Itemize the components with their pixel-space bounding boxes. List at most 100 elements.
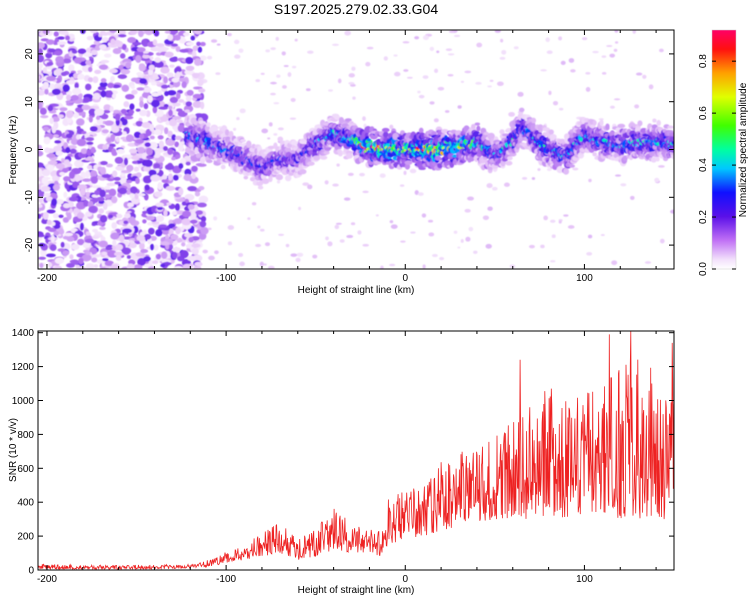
noise-cell	[143, 71, 149, 75]
noise-cell	[58, 214, 64, 218]
noise-cell	[149, 56, 154, 60]
noise-cell	[38, 169, 43, 177]
noise-cell	[59, 171, 66, 176]
noise-cell	[198, 88, 206, 93]
noise-cell	[233, 39, 240, 45]
noise-cell	[158, 106, 169, 110]
noise-cell	[191, 72, 200, 78]
noise-cell	[98, 208, 105, 214]
noise-cell	[144, 184, 150, 191]
noise-cell	[585, 87, 591, 92]
noise-cell	[171, 210, 178, 216]
noise-cell	[290, 97, 296, 102]
noise-cell	[195, 210, 203, 215]
noise-cell	[259, 228, 265, 232]
noise-cell	[104, 194, 111, 199]
noise-cell	[158, 224, 167, 228]
noise-cell	[86, 141, 94, 146]
noise-cell	[141, 92, 150, 99]
noise-cell	[60, 241, 65, 248]
noise-cell	[85, 231, 90, 236]
noise-cell	[513, 46, 519, 50]
noise-cell	[156, 109, 164, 118]
snr-series	[38, 331, 674, 570]
noise-cell	[121, 118, 128, 126]
noise-cell	[125, 179, 133, 184]
noise-cell	[164, 30, 171, 34]
noise-cell	[196, 163, 207, 167]
signal-cell	[617, 123, 626, 129]
noise-cell	[76, 73, 85, 80]
noise-cell	[192, 93, 202, 99]
noise-cell	[118, 220, 125, 225]
noise-cell	[185, 41, 195, 46]
signal-cell	[568, 164, 576, 168]
noise-cell	[548, 90, 552, 96]
noise-cell	[160, 84, 169, 89]
signal-cell	[563, 168, 570, 175]
noise-cell	[127, 202, 135, 208]
signal-cell	[650, 157, 657, 163]
noise-cell	[105, 246, 113, 251]
noise-cell	[99, 189, 106, 198]
noise-cell	[460, 239, 464, 243]
noise-cell	[546, 167, 552, 172]
noise-cell	[135, 252, 145, 257]
noise-cell	[140, 249, 149, 254]
noise-cell	[362, 116, 366, 121]
noise-cell	[644, 261, 652, 264]
noise-cell	[110, 232, 120, 240]
noise-cell	[659, 238, 665, 244]
noise-cell	[178, 99, 185, 103]
noise-cell	[74, 82, 79, 90]
noise-cell	[119, 53, 126, 59]
noise-cell	[113, 109, 120, 114]
noise-cell	[117, 34, 127, 38]
signal-cell	[474, 122, 481, 126]
noise-cell	[92, 76, 99, 84]
y-tick-label: 10	[24, 96, 35, 108]
noise-cell	[115, 255, 122, 262]
noise-cell	[58, 30, 69, 36]
noise-cell	[41, 169, 51, 177]
noise-cell	[642, 74, 647, 79]
noise-cell	[154, 57, 162, 63]
noise-cell	[110, 134, 116, 142]
noise-cell	[567, 225, 575, 229]
noise-cell	[163, 76, 168, 84]
noise-cell	[167, 90, 177, 96]
noise-cell	[111, 245, 117, 251]
noise-cell	[444, 110, 450, 113]
noise-cell	[173, 265, 184, 269]
noise-cell	[148, 227, 155, 235]
noise-cell	[155, 215, 165, 223]
noise-cell	[92, 92, 101, 100]
noise-cell	[154, 60, 164, 68]
noise-cell	[328, 89, 334, 92]
noise-cell	[181, 69, 187, 76]
noise-cell	[347, 172, 354, 176]
noise-cell	[296, 252, 304, 257]
noise-cell	[239, 261, 245, 267]
noise-cell	[344, 30, 351, 36]
noise-cell	[45, 196, 53, 202]
noise-cell	[151, 99, 160, 108]
colorbar-tick-label: 0.4	[698, 158, 709, 172]
noise-cell	[53, 50, 63, 56]
noise-cell	[137, 146, 146, 154]
signal-cell	[268, 175, 273, 183]
noise-cell	[161, 174, 168, 180]
signal-cell	[337, 150, 343, 157]
noise-cell	[126, 263, 135, 269]
noise-cell	[160, 66, 170, 74]
noise-cell	[200, 215, 207, 223]
noise-cell	[190, 35, 196, 41]
noise-cell	[113, 251, 124, 257]
noise-cell	[460, 80, 465, 83]
x-tick-label: -100	[216, 574, 236, 585]
signal-cell	[261, 178, 270, 185]
noise-cell	[568, 58, 575, 63]
noise-cell	[428, 232, 435, 237]
noise-cell	[198, 185, 205, 191]
noise-cell	[155, 229, 163, 237]
